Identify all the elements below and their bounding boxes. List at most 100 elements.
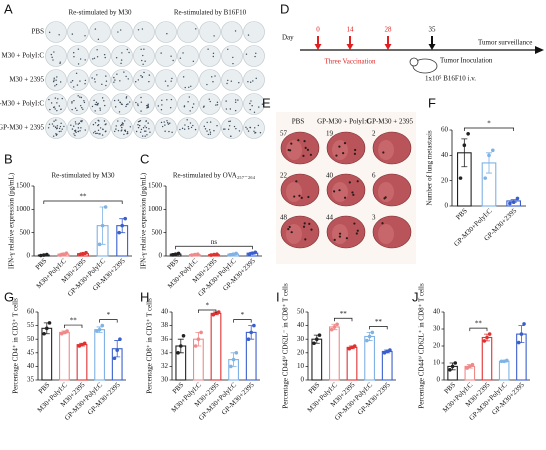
spot [184,86,186,89]
spot [245,53,248,55]
data-point [123,216,128,221]
spot [104,104,106,107]
panel-label: C [140,151,149,166]
y-tick-label: 40 [297,321,305,329]
bar [381,350,393,381]
data-point [312,341,316,346]
well [45,21,67,43]
data-point [115,348,119,352]
spot [121,103,123,106]
data-point [42,253,46,257]
data-point [519,332,524,336]
well [243,117,265,139]
spot [140,128,143,131]
data-point [81,251,85,256]
spot [53,51,55,53]
well [221,21,243,43]
data-point [487,153,491,158]
well [199,45,221,67]
spot [189,110,191,112]
data-point [515,196,520,201]
spot [47,127,50,129]
data-point [247,252,252,256]
spot [179,57,182,59]
metastasis-spot [303,139,306,143]
spot [77,130,79,133]
spot [60,108,62,111]
spot [58,105,61,107]
spot [103,100,105,102]
spot [99,133,101,135]
spot [160,109,163,111]
data-point [193,252,197,257]
spot [121,52,123,54]
data-point [120,223,124,228]
x-tick-label: PBS [307,381,322,396]
data-point [370,330,375,335]
spot [52,135,55,137]
data-point [62,330,67,335]
spot [144,135,146,137]
panel-label: F [428,95,436,110]
spot [127,103,129,105]
lung-column-label: PBS [292,118,305,126]
spot [141,135,144,137]
day-number: 35 [429,26,437,34]
spot [98,120,100,122]
y-tick-label: 40 [161,308,169,316]
spot [80,127,82,129]
well [177,93,199,115]
data-point [490,148,495,153]
spot [71,128,74,130]
data-point [234,251,238,256]
data-point [317,333,322,337]
spot [49,108,51,111]
spot [94,110,96,112]
spot [183,106,186,108]
data-point [214,311,218,316]
spot [80,104,82,107]
y-tick-label: 500 [20,228,31,236]
spot [206,130,208,132]
spot [94,81,96,83]
data-point [209,253,213,257]
data-point [118,337,122,342]
data-point [176,351,180,355]
day-number: 14 [347,26,355,34]
significance-label: ** [80,193,88,201]
spot [58,130,61,133]
metastasis-spot [348,181,351,184]
spot [216,104,219,106]
spot [70,81,72,83]
spot [254,131,257,134]
metastasis-spot [297,139,300,142]
data-point [499,359,504,364]
data-point [382,351,387,355]
data-point [80,342,84,347]
spot [202,106,205,108]
day-arrowhead [314,44,322,50]
spot [141,59,143,62]
spot [230,80,233,82]
data-point [450,364,455,369]
spot [211,76,213,78]
timeline [300,46,544,74]
spot [164,124,166,126]
y-tick-label: 60 [441,126,449,134]
well [133,93,155,115]
spot [250,100,252,102]
spot [145,120,147,122]
spot [113,130,116,133]
spot [76,109,78,112]
spot [105,123,107,125]
spot [254,55,256,58]
spot [135,101,137,104]
spot [120,130,122,132]
spot [55,119,57,121]
bar [59,331,70,381]
lung-count: 6 [372,172,376,180]
bar [311,338,323,381]
spot [140,110,142,112]
well-group-header: Re-stimulated by B16F10 [174,9,247,17]
data-point [58,253,63,257]
